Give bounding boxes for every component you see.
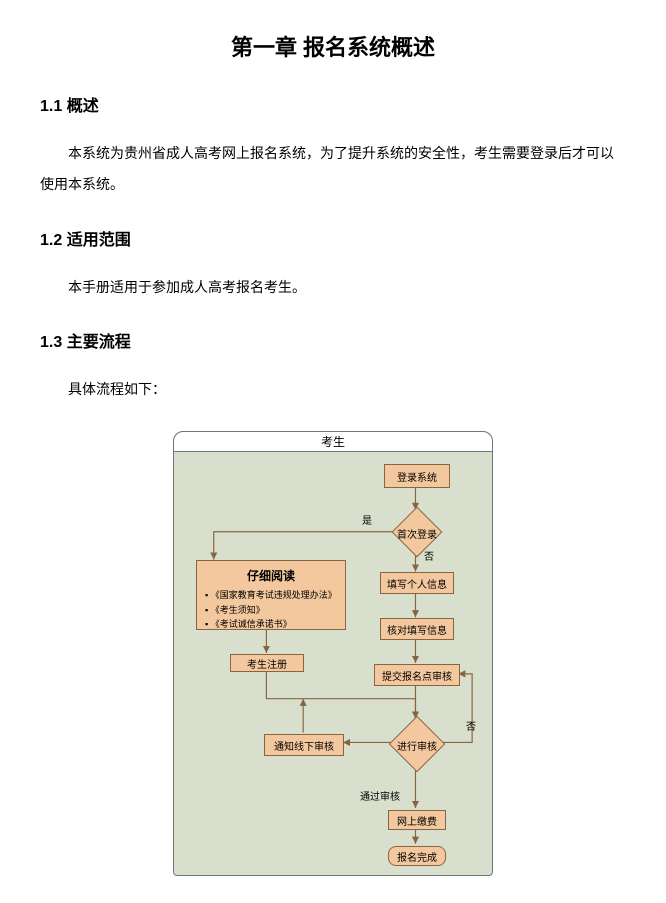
node-fill: 填写个人信息: [380, 572, 454, 594]
edge-label-no: 否: [424, 548, 434, 563]
section-1-1-heading: 1.1 概述: [40, 92, 626, 116]
node-offline: 通知线下审核: [264, 734, 344, 756]
section-1-2-heading: 1.2 适用范围: [40, 226, 626, 250]
node-login: 登录系统: [384, 464, 450, 488]
node-first-login: [392, 507, 443, 558]
node-read-item: 《考试诚信承诺书》: [205, 617, 337, 631]
chapter-title: 第一章 报名系统概述: [40, 30, 626, 62]
node-read-item: 《考生须知》: [205, 603, 337, 617]
node-read: 仔细阅读 《国家教育考试违规处理办法》 《考生须知》 《考试诚信承诺书》: [196, 560, 346, 630]
section-1-3-text: 具体流程如下：: [40, 376, 626, 407]
node-done: 报名完成: [388, 846, 446, 866]
node-pay: 网上缴费: [388, 810, 446, 830]
section-1-2-text: 本手册适用于参加成人高考报名考生。: [40, 274, 626, 305]
node-register: 考生注册: [230, 654, 304, 672]
node-verify: 核对填写信息: [380, 618, 454, 640]
flowchart-arrows: [174, 432, 492, 875]
node-read-item: 《国家教育考试违规处理办法》: [205, 588, 337, 602]
edge-label-yes: 是: [362, 512, 372, 527]
edge-label-fail: 否: [466, 718, 476, 733]
node-audit: [389, 716, 446, 773]
flowchart-panel: 考生 登录系统: [173, 431, 493, 876]
edge-label-pass: 通过审核: [360, 788, 400, 803]
section-1-3-heading: 1.3 主要流程: [40, 328, 626, 352]
node-read-title: 仔细阅读: [205, 567, 337, 584]
section-1-1-text: 本系统为贵州省成人高考网上报名系统，为了提升系统的安全性，考生需要登录后才可以使…: [40, 140, 626, 202]
node-submit: 提交报名点审核: [374, 664, 460, 686]
flowchart-title: 考生: [174, 432, 492, 452]
